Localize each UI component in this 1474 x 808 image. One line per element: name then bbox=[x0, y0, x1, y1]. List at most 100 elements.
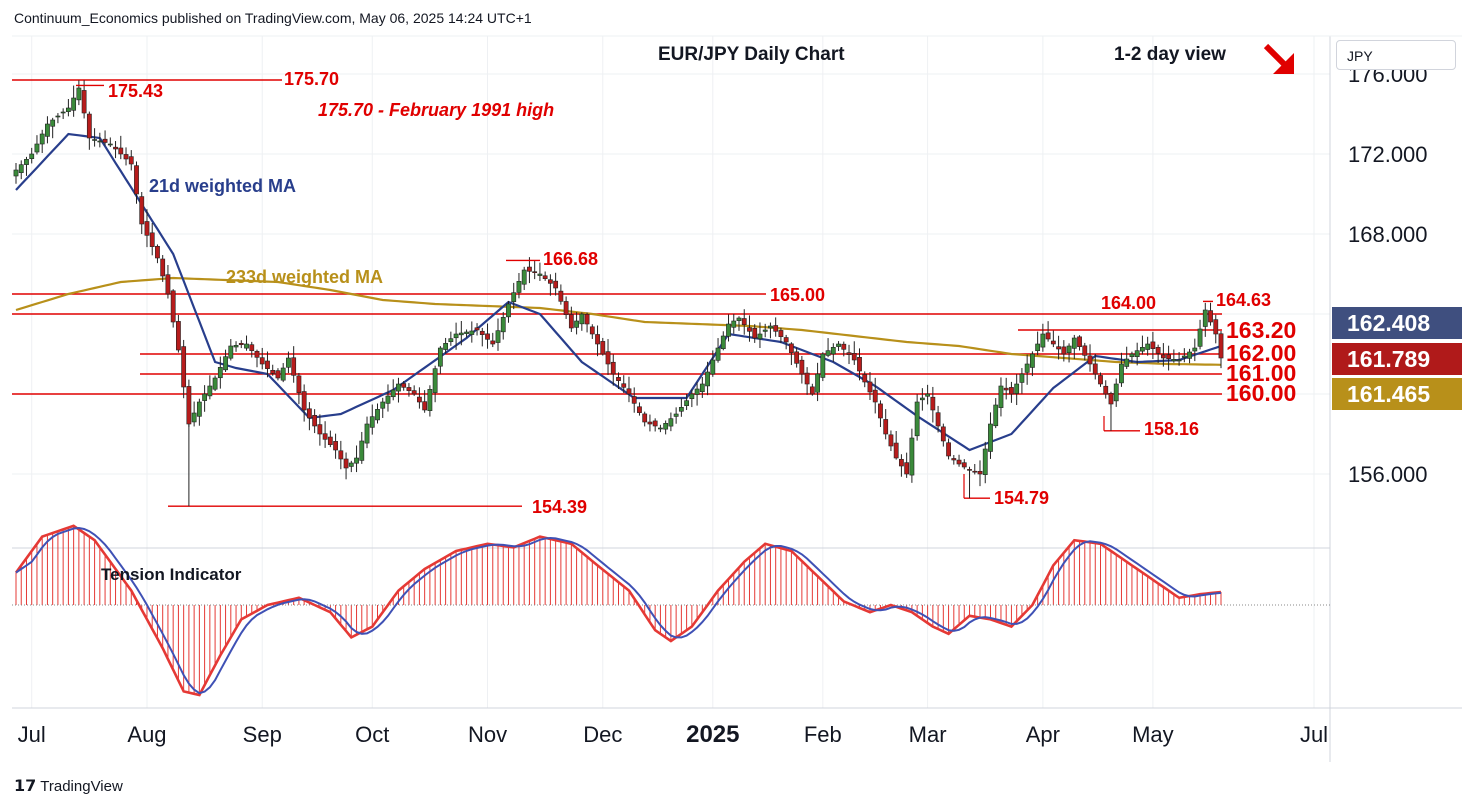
candle-body bbox=[1208, 310, 1213, 323]
candle-body bbox=[385, 395, 391, 404]
candle bbox=[1103, 380, 1109, 399]
candle bbox=[521, 266, 527, 290]
candle bbox=[296, 372, 302, 405]
x-tick-label: Mar bbox=[909, 722, 947, 747]
y-tick-label: 172.000 bbox=[1348, 142, 1428, 167]
candle bbox=[396, 377, 401, 403]
candle bbox=[50, 117, 56, 139]
candle-body bbox=[951, 458, 957, 461]
candle-body bbox=[223, 356, 228, 371]
candle bbox=[726, 314, 731, 342]
candle bbox=[1181, 348, 1187, 363]
candle bbox=[951, 455, 957, 465]
candle bbox=[862, 371, 868, 388]
candle-body bbox=[956, 459, 962, 465]
candle-body bbox=[265, 360, 270, 369]
candle-body bbox=[694, 388, 700, 395]
candle-body bbox=[762, 329, 768, 332]
candle bbox=[254, 349, 260, 368]
candle-body bbox=[637, 406, 642, 413]
candle bbox=[547, 274, 553, 296]
candle-body bbox=[317, 424, 323, 435]
candle bbox=[762, 323, 768, 338]
candle bbox=[506, 301, 511, 323]
candle bbox=[437, 346, 443, 374]
candle-body bbox=[731, 320, 737, 328]
candle-body bbox=[631, 396, 637, 404]
candle bbox=[280, 363, 286, 383]
currency-selector[interactable]: JPY bbox=[1336, 40, 1456, 70]
candle bbox=[458, 320, 464, 346]
candle bbox=[783, 334, 789, 350]
candle-body bbox=[369, 416, 375, 428]
candle bbox=[1029, 351, 1035, 377]
candle-body bbox=[506, 303, 511, 318]
candle-body bbox=[668, 418, 674, 427]
candle-body bbox=[773, 325, 779, 332]
candle-body bbox=[113, 146, 118, 150]
candle bbox=[988, 412, 993, 459]
candle-body bbox=[469, 330, 475, 335]
candle bbox=[841, 341, 847, 357]
candle bbox=[45, 116, 50, 144]
candle-body bbox=[359, 440, 365, 461]
candle-body bbox=[1166, 354, 1172, 359]
candle bbox=[348, 460, 354, 473]
price-badge: 161.789 bbox=[1332, 343, 1462, 375]
candle bbox=[658, 424, 663, 433]
candle bbox=[1092, 353, 1098, 380]
candle bbox=[1024, 354, 1030, 385]
candle-body bbox=[301, 391, 307, 411]
candle-body bbox=[595, 334, 600, 345]
candle bbox=[411, 385, 417, 396]
candle bbox=[170, 289, 176, 328]
candle bbox=[1035, 331, 1041, 356]
candle-body bbox=[259, 357, 265, 365]
candle bbox=[233, 341, 239, 352]
tradingview-logo-icon: 𝟭𝟳 bbox=[14, 778, 37, 795]
level-label: 154.39 bbox=[532, 497, 587, 517]
candle-body bbox=[1087, 355, 1093, 365]
candle-body bbox=[1066, 345, 1072, 354]
candle bbox=[1134, 342, 1140, 366]
candle bbox=[338, 440, 344, 470]
candle bbox=[1166, 345, 1172, 371]
candle bbox=[605, 339, 611, 375]
x-tick-label: Oct bbox=[355, 722, 389, 747]
candle-body bbox=[909, 437, 915, 476]
candle bbox=[259, 347, 265, 370]
candle-body bbox=[312, 414, 318, 427]
candle-body bbox=[364, 423, 370, 444]
candle bbox=[207, 375, 213, 400]
candle-body bbox=[830, 347, 836, 355]
candle-body bbox=[155, 245, 160, 259]
candle-body bbox=[1187, 351, 1192, 359]
candle-body bbox=[196, 401, 202, 417]
candle-body bbox=[678, 407, 684, 412]
candle-body bbox=[935, 412, 941, 427]
candle bbox=[642, 411, 648, 427]
candle-body bbox=[778, 330, 784, 337]
candle-body bbox=[13, 169, 19, 177]
candle-body bbox=[495, 330, 501, 343]
candle-body bbox=[1160, 354, 1166, 359]
candle bbox=[610, 354, 616, 386]
footer-brand: TradingView bbox=[40, 777, 123, 795]
candle bbox=[217, 356, 223, 389]
candle-body bbox=[747, 327, 752, 332]
candle bbox=[584, 312, 590, 333]
candle bbox=[359, 431, 365, 464]
chart-title: EUR/JPY Daily Chart bbox=[658, 44, 845, 65]
candle-body bbox=[919, 397, 925, 401]
candle bbox=[977, 460, 983, 487]
level-label: 165.00 bbox=[770, 285, 825, 305]
candle bbox=[631, 387, 637, 413]
candle-body bbox=[1150, 341, 1156, 349]
candle bbox=[940, 423, 946, 447]
candle-body bbox=[1202, 309, 1208, 327]
candle-body bbox=[254, 350, 260, 358]
candle-body bbox=[354, 457, 359, 464]
candle bbox=[731, 313, 737, 334]
